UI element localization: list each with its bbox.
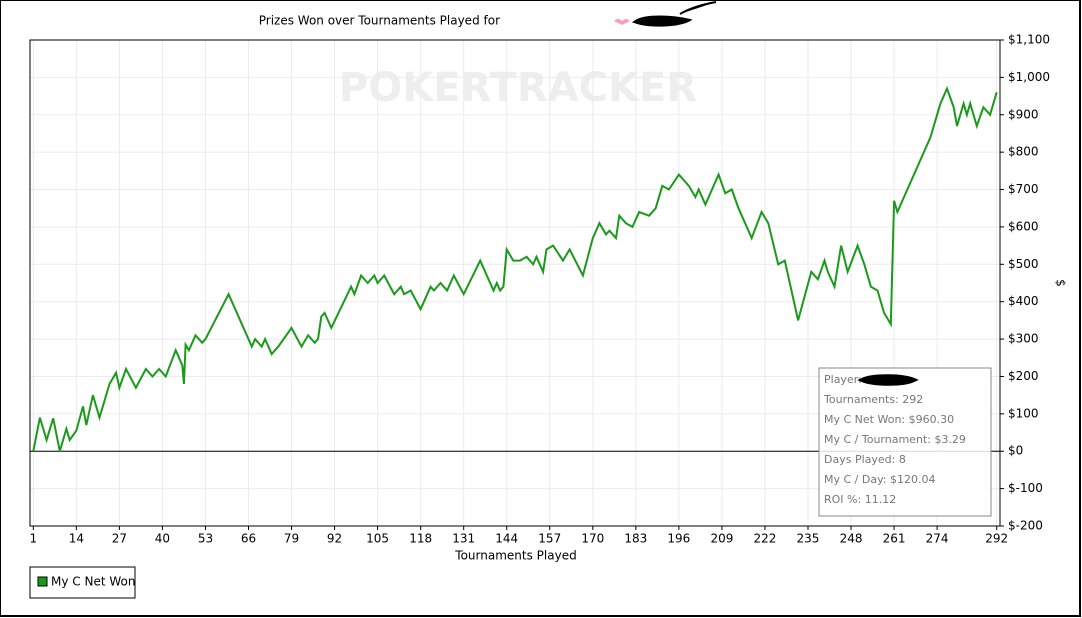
y-tick-label: $-200	[1008, 519, 1043, 533]
plot-frame	[29, 39, 1001, 527]
watermark: POKERTRACKER	[339, 65, 697, 111]
x-tick-label: 222	[753, 532, 776, 546]
info-text: My C / Day: $120.04	[824, 473, 936, 486]
data-line	[32, 85, 998, 452]
y-tick-label: $500	[1008, 257, 1039, 271]
x-tick-label: 157	[538, 532, 561, 546]
x-tick-label: 66	[241, 532, 256, 546]
legend: My C Net Won	[29, 566, 136, 599]
x-tick-label: 144	[495, 532, 518, 546]
x-tick-label: 79	[284, 532, 299, 546]
y-tick-label: $400	[1008, 294, 1039, 308]
x-tick-label: 248	[840, 532, 863, 546]
x-tick-label: 118	[409, 532, 432, 546]
x-axis-title: Tournaments Played	[454, 549, 576, 563]
x-tick-label: 131	[452, 532, 475, 546]
y-tick-label: $200	[1008, 369, 1039, 383]
redaction	[857, 374, 919, 386]
y-tick-label: $-100	[1008, 481, 1043, 495]
info-text: Tournaments: 292	[823, 393, 923, 406]
info-text: My C Net Won: $960.30	[824, 413, 954, 426]
y-axis-title: $	[1054, 279, 1068, 287]
x-tick-label: 105	[366, 532, 389, 546]
info-text: My C / Tournament: $3.29	[824, 433, 966, 446]
x-tick-label: 14	[69, 532, 84, 546]
chart-title: Prizes Won over Tournaments Played for	[259, 14, 500, 28]
legend-label: My C Net Won	[51, 575, 135, 589]
info-text: ROI %: 11.12	[824, 493, 896, 506]
x-tick-label: 274	[926, 532, 949, 546]
y-tick-label: $1,100	[1008, 33, 1050, 47]
x-tick-label: 40	[155, 532, 170, 546]
x-tick-label: 27	[112, 532, 127, 546]
x-tick-label: 1	[29, 532, 37, 546]
y-tick-label: $100	[1008, 406, 1039, 420]
y-tick-label: $600	[1008, 219, 1039, 233]
y-tick-label: $700	[1008, 182, 1039, 196]
info-text: Days Played: 8	[824, 453, 906, 466]
legend-swatch	[37, 576, 48, 587]
x-tick-label: 209	[710, 532, 733, 546]
x-tick-label: 92	[327, 532, 342, 546]
x-tick-label: 183	[624, 532, 647, 546]
redaction	[631, 1, 717, 27]
y-tick-label: $1,000	[1008, 70, 1050, 84]
x-tick-label: 292	[985, 532, 1008, 546]
x-tick-label: 196	[667, 532, 690, 546]
y-tick-label: $300	[1008, 332, 1039, 346]
icon	[614, 19, 630, 25]
info-box: Player: Tournaments: 292 My C Net Won: $96…	[818, 367, 992, 517]
x-tick-label: 53	[198, 532, 213, 546]
info-frame	[818, 367, 992, 517]
x-tick-label: 261	[883, 532, 906, 546]
x-tick-label: 170	[581, 532, 604, 546]
y-tick-label: $800	[1008, 145, 1039, 159]
x-tick-label: 235	[797, 532, 820, 546]
y-tick-label: $900	[1008, 107, 1039, 121]
info-text: Player:	[824, 373, 862, 386]
y-tick-label: $0	[1008, 444, 1023, 458]
